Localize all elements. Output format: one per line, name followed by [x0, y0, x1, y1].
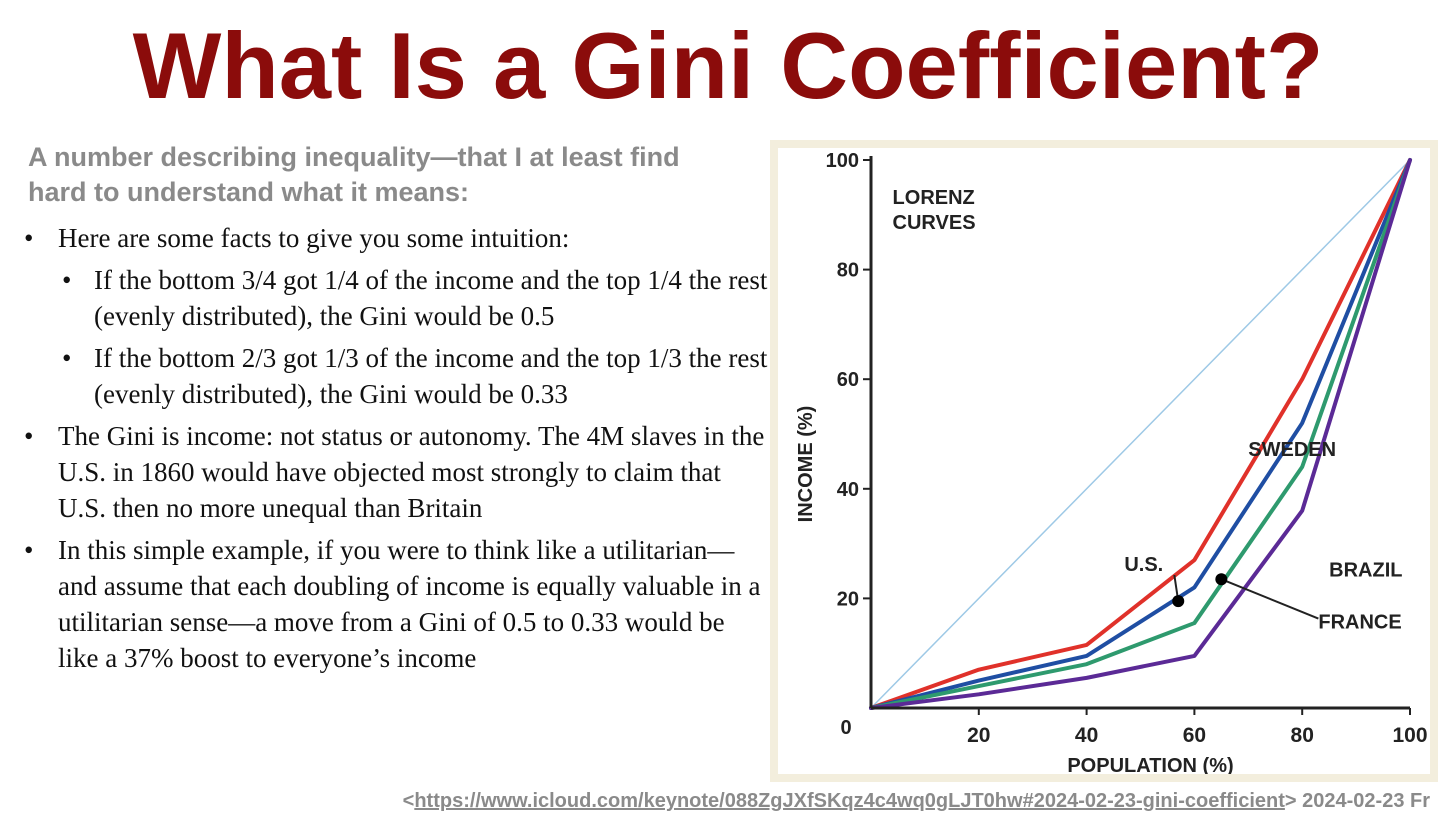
annotation-label-u-s: U.S. [1124, 554, 1163, 576]
bullet-text: The Gini is income: not status or autono… [58, 421, 765, 523]
y-tick-label: 80 [837, 260, 859, 282]
x-tick-label: 100 [1392, 724, 1427, 747]
series-label-sweden: SWEDEN [1248, 439, 1336, 461]
footer-date: 2024-02-23 Fr [1296, 790, 1430, 812]
series-line-france [869, 158, 1412, 710]
x-axis-label: POPULATION (%) [1067, 755, 1233, 774]
sub-bullet-item: • If the bottom 2/3 got 1/3 of the incom… [24, 340, 769, 412]
bullet-dot: • [62, 265, 72, 295]
chart-title-line: LORENZ [893, 187, 975, 209]
series-line-equality [870, 159, 1411, 709]
y-axis-label: INCOME (%) [795, 406, 817, 523]
bullet-item: • Here are some facts to give you some i… [24, 220, 769, 256]
x-tick-label: 40 [1075, 724, 1098, 747]
annotation-point-u-s [1172, 595, 1185, 608]
slide-subtitle: A number describing inequality—that I at… [28, 142, 680, 207]
y-tick-label: 40 [837, 479, 859, 501]
series-line-brazil [869, 158, 1412, 710]
annotation-leader-france [1220, 578, 1319, 620]
bullet-dot: • [24, 535, 34, 565]
bullet-dot: • [24, 223, 34, 253]
footer-close: > [1284, 790, 1297, 812]
sub-bullet-item: • If the bottom 3/4 got 1/4 of the incom… [24, 262, 769, 334]
chart-title: LORENZ CURVES [893, 187, 976, 234]
footer-open: < [402, 790, 415, 812]
bullet-text: If the bottom 2/3 got 1/3 of the income … [94, 343, 768, 409]
slide-title: What Is a Gini Coefficient? [132, 13, 1324, 118]
origin-label: 0 [840, 717, 851, 739]
bullet-text: If the bottom 3/4 got 1/4 of the income … [94, 265, 768, 331]
series-label-brazil: BRAZIL [1329, 559, 1402, 581]
annotation-point-france [1215, 573, 1228, 586]
bullet-list: • Here are some facts to give you some i… [24, 220, 769, 682]
series-line-u-s [869, 158, 1412, 710]
bullet-dot: • [62, 343, 72, 373]
chart-panel: 20 40 60 80 100 20 40 60 80 100 0 POPULATION (%) INC… [778, 148, 1430, 777]
footer: <https://www.icloud.com/keynote/088ZgJXf… [403, 790, 1430, 813]
chart-frame: 20 40 60 80 100 20 40 60 80 100 0 POPULATION (%) INC… [770, 140, 1438, 782]
series-line-sweden [869, 158, 1412, 710]
bullet-dot: • [24, 421, 34, 451]
annotation-label-france: FRANCE [1318, 612, 1401, 634]
footer-link[interactable]: https://www.icloud.com/keynote/088ZgJXfS… [414, 790, 1285, 812]
x-tick-label: 60 [1183, 724, 1206, 747]
y-tick-label: 100 [826, 150, 859, 172]
y-tick-label: 20 [837, 588, 859, 610]
lorenz-chart: 20 40 60 80 100 20 40 60 80 100 0 POPULATION (%) INC… [795, 150, 1428, 777]
x-tick-label: 80 [1291, 724, 1314, 747]
bullet-text: In this simple example, if you were to t… [58, 535, 761, 673]
chart-title-line: CURVES [893, 212, 976, 234]
bullet-item: • In this simple example, if you were to… [24, 532, 769, 676]
bullet-text: Here are some facts to give you some int… [58, 223, 570, 253]
x-tick-label: 20 [967, 724, 990, 747]
bullet-item: • The Gini is income: not status or auto… [24, 418, 769, 526]
y-tick-label: 60 [837, 369, 859, 391]
